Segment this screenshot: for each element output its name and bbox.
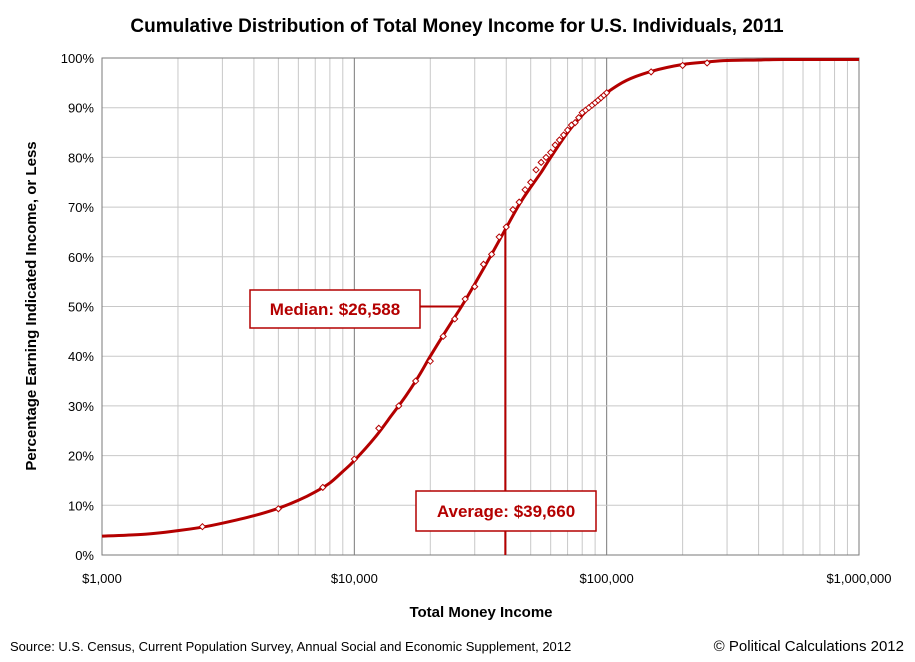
x-tick-label: $1,000 <box>82 571 122 586</box>
data-point-marker <box>451 315 459 323</box>
data-point-marker <box>319 483 327 492</box>
x-axis-title: Total Money Income <box>409 604 552 621</box>
x-axis: $1,000 $10,000 $100,000 $1,000,000 <box>82 571 891 586</box>
y-tick-label: 0% <box>75 548 94 563</box>
y-tick-label: 30% <box>68 399 94 414</box>
chart-title: Cumulative Distribution of Total Money I… <box>130 16 784 37</box>
annotations: Median: $26,588 Average: $39,660 <box>249 229 597 555</box>
data-point-marker <box>532 166 540 174</box>
data-point-marker <box>515 198 523 206</box>
data-point-marker <box>563 126 572 134</box>
x-tick-label: $100,000 <box>580 571 634 586</box>
data-point-marker <box>375 424 383 432</box>
y-axis: 0% 10% 20% 30% 40% 50% 60% 70% 80% 90% 100% <box>61 51 95 563</box>
median-callout-box <box>249 289 421 329</box>
cdf-curve <box>101 57 860 538</box>
data-point-marker <box>350 455 359 463</box>
data-point-marker <box>678 61 687 70</box>
x-tick-label: $1,000,000 <box>826 571 891 586</box>
data-point-marker <box>571 118 579 127</box>
data-point-marker <box>274 505 283 513</box>
y-tick-label: 80% <box>68 150 94 165</box>
data-point-marker <box>439 332 447 341</box>
series <box>101 57 860 538</box>
y-tick-label: 20% <box>68 449 94 464</box>
data-point-marker <box>471 282 479 291</box>
copyright-credit: © Political Calculations 2012 <box>714 638 904 655</box>
x-tick-label: $10,000 <box>331 571 378 586</box>
data-point-marker <box>426 357 435 365</box>
data-point-marker <box>647 68 655 76</box>
data-point-marker <box>461 295 469 303</box>
data-point-marker <box>487 250 496 259</box>
data-point-marker <box>411 377 420 385</box>
data-point-marker <box>537 158 545 167</box>
data-point-marker <box>703 59 711 67</box>
plot-area-border <box>101 57 860 556</box>
y-tick-label: 70% <box>68 200 94 215</box>
data-point-marker <box>555 136 564 144</box>
y-tick-label: 60% <box>68 250 94 265</box>
y-axis-title: Percentage Earning Indicated Income, or … <box>23 141 40 470</box>
data-point-marker <box>602 89 611 97</box>
data-point-marker <box>395 402 403 410</box>
average-callout-label: Average: $39,660 <box>437 502 575 521</box>
data-point-marker <box>546 148 555 157</box>
grid <box>101 57 860 556</box>
data-point-marker <box>509 205 517 214</box>
y-tick-label: 100% <box>61 51 95 66</box>
data-point-marker <box>495 233 503 241</box>
data-point-marker <box>198 522 207 531</box>
y-tick-label: 40% <box>68 349 94 364</box>
y-tick-label: 50% <box>68 300 94 315</box>
average-callout-box <box>415 490 597 532</box>
data-point-marker <box>479 260 488 268</box>
data-point-marker <box>542 153 550 162</box>
source-note: Source: U.S. Census, Current Population … <box>10 639 571 654</box>
y-tick-label: 10% <box>68 498 94 513</box>
median-callout-label: Median: $26,588 <box>270 300 400 319</box>
data-point-marker <box>551 141 559 149</box>
y-tick-label: 90% <box>68 101 94 116</box>
data-point-marker <box>526 178 535 186</box>
data-point-marker <box>521 185 529 194</box>
data-point-marker <box>559 131 568 139</box>
data-point-marker <box>575 113 583 122</box>
